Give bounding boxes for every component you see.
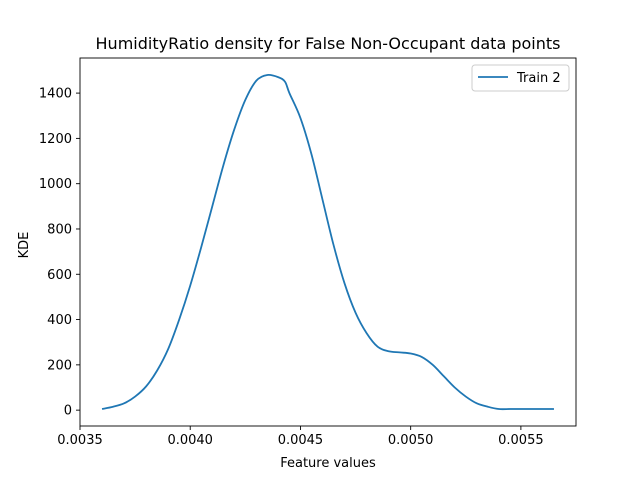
x-tick-label: 0.0045 bbox=[278, 433, 324, 448]
legend: Train 2 bbox=[471, 64, 570, 92]
y-tick-label: 1200 bbox=[39, 132, 72, 147]
x-tick-label: 0.0050 bbox=[388, 433, 434, 448]
legend-entry-train-2: Train 2 bbox=[516, 71, 561, 86]
legend-box bbox=[471, 64, 570, 92]
y-tick-label: 0 bbox=[64, 404, 72, 419]
y-axis-ticks: 0 200 400 600 800 1000 1200 1400 bbox=[39, 87, 80, 419]
y-tick-label: 1400 bbox=[39, 87, 72, 102]
x-tick-label: 0.0040 bbox=[167, 433, 213, 448]
x-tick-label: 0.0035 bbox=[57, 433, 103, 448]
axes-frame bbox=[79, 57, 577, 427]
y-tick-label: 800 bbox=[47, 222, 72, 237]
y-tick-label: 1000 bbox=[39, 177, 72, 192]
series-layer bbox=[101, 73, 554, 411]
y-tick-label: 600 bbox=[47, 268, 72, 283]
series-line-train-2 bbox=[101, 73, 554, 411]
y-tick-label: 200 bbox=[47, 358, 72, 373]
y-tick-label: 400 bbox=[47, 313, 72, 328]
x-axis-label: Feature values bbox=[280, 456, 376, 471]
chart-title: HumidityRatio density for False Non-Occu… bbox=[96, 34, 561, 53]
x-tick-label: 0.0055 bbox=[498, 433, 544, 448]
x-axis-ticks: 0.0035 0.0040 0.0045 0.0050 0.0055 bbox=[57, 426, 544, 448]
y-axis-label: KDE bbox=[17, 232, 32, 259]
